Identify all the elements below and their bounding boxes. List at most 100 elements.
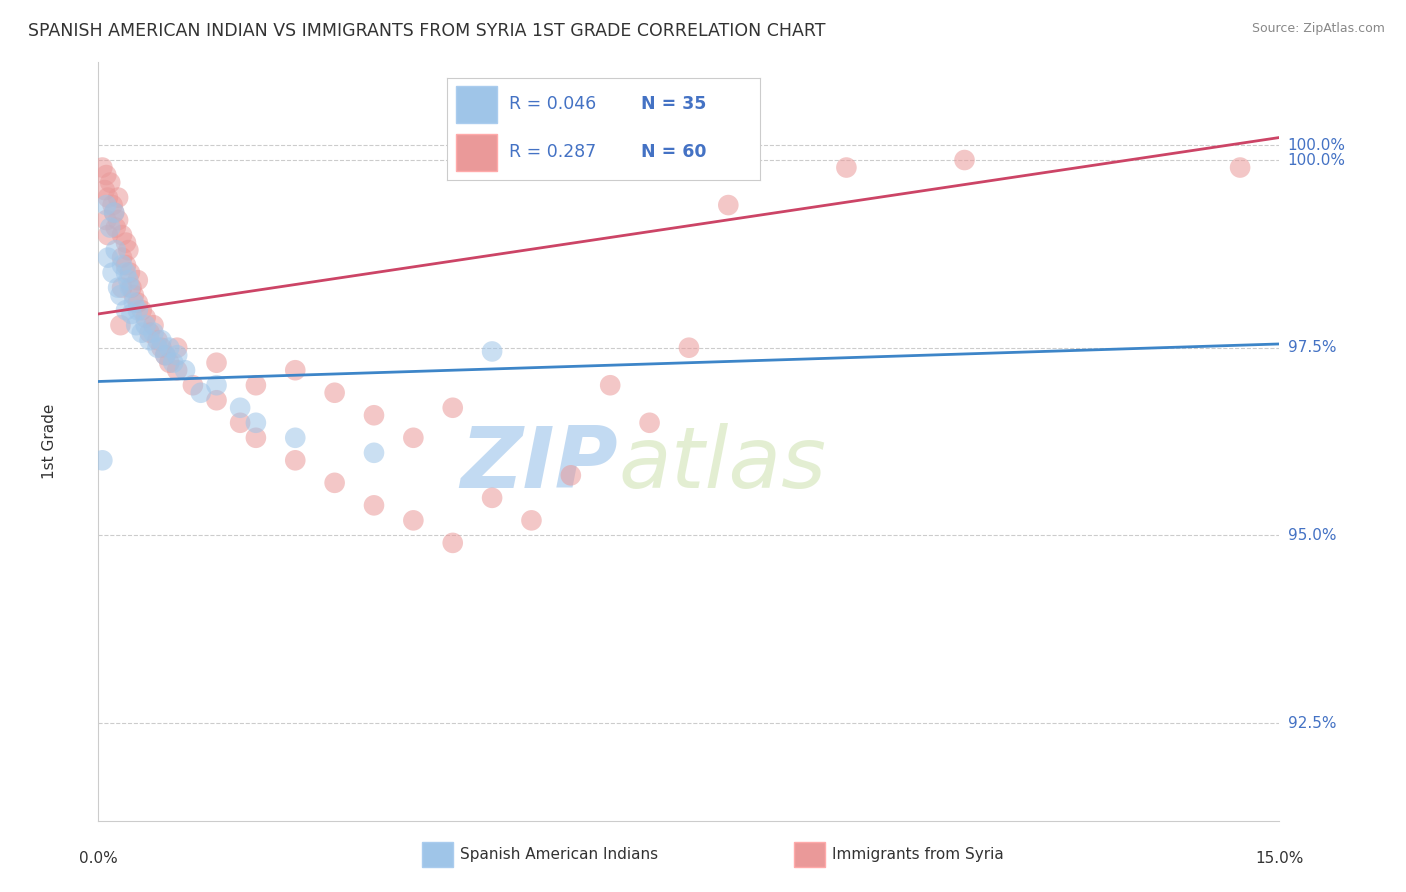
Point (205, 356, 228, 370)
Point (118, 280, 141, 294)
Point (104, 220, 127, 235)
Point (103, 205, 125, 219)
Point (150, 333, 173, 347)
Point (115, 258, 138, 272)
Point (717, 198, 740, 212)
Point (107, 190, 129, 204)
Text: 100.0%: 100.0% (1288, 137, 1346, 153)
Point (142, 326, 165, 340)
Point (245, 378, 267, 392)
Text: 97.5%: 97.5% (1288, 340, 1336, 355)
Point (229, 416, 252, 430)
Point (103, 205, 125, 219)
Point (245, 416, 267, 430)
Point (135, 318, 157, 333)
Text: 0.0%: 0.0% (79, 851, 118, 866)
Point (402, 513, 425, 527)
Point (111, 280, 134, 294)
Point (166, 341, 188, 355)
Point (121, 280, 143, 294)
Point (97, 251, 120, 265)
Point (91, 453, 114, 467)
Point (157, 356, 180, 370)
Point (118, 266, 141, 280)
Point (104, 243, 127, 257)
Point (157, 341, 180, 355)
Point (441, 401, 464, 415)
Point (127, 303, 149, 318)
Point (155, 348, 177, 362)
Text: 100.0%: 100.0% (1288, 153, 1346, 168)
Point (97, 190, 120, 204)
Point (131, 303, 153, 318)
Text: SPANISH AMERICAN INDIAN VS IMMIGRANTS FROM SYRIA 1ST GRADE CORRELATION CHART: SPANISH AMERICAN INDIAN VS IMMIGRANTS FR… (28, 22, 825, 40)
Point (181, 378, 204, 392)
Text: 15.0%: 15.0% (1256, 851, 1303, 866)
Point (96, 198, 118, 212)
Point (245, 431, 267, 445)
Point (115, 235, 138, 250)
Point (953, 153, 976, 167)
Point (284, 363, 307, 377)
Point (155, 348, 177, 362)
Point (146, 341, 169, 355)
Point (638, 416, 661, 430)
Point (481, 344, 503, 359)
Point (402, 431, 425, 445)
Text: 95.0%: 95.0% (1288, 528, 1336, 543)
Point (138, 326, 160, 340)
Point (122, 295, 145, 310)
Point (363, 499, 385, 513)
Point (174, 363, 197, 377)
Point (142, 318, 165, 333)
Point (363, 446, 385, 460)
Point (101, 266, 124, 280)
Point (1229, 161, 1251, 175)
Point (520, 513, 543, 527)
Point (166, 348, 188, 362)
Point (284, 453, 307, 467)
Point (107, 280, 129, 294)
Point (110, 288, 132, 302)
Text: 92.5%: 92.5% (1288, 715, 1336, 731)
Point (115, 266, 138, 280)
Point (117, 273, 139, 287)
Point (111, 251, 134, 265)
Point (93, 183, 115, 197)
Text: atlas: atlas (619, 423, 827, 506)
Point (127, 295, 149, 310)
Point (162, 356, 184, 370)
Point (97, 228, 120, 243)
Point (125, 318, 148, 333)
Point (284, 431, 307, 445)
Text: Source: ZipAtlas.com: Source: ZipAtlas.com (1251, 22, 1385, 36)
Point (122, 288, 145, 302)
Point (229, 401, 252, 415)
Point (190, 385, 212, 400)
Point (111, 228, 134, 243)
Point (117, 243, 139, 257)
Text: Immigrants from Syria: Immigrants from Syria (832, 847, 1004, 862)
Point (127, 273, 149, 287)
Point (166, 363, 188, 377)
Point (835, 161, 858, 175)
Point (560, 468, 582, 483)
Point (205, 393, 228, 408)
Point (98, 220, 121, 235)
Point (115, 303, 138, 318)
Point (150, 341, 173, 355)
Point (441, 536, 464, 550)
Point (138, 333, 160, 347)
Point (323, 475, 346, 490)
Point (110, 318, 132, 333)
Point (363, 409, 385, 423)
Point (101, 198, 124, 212)
Point (146, 333, 169, 347)
Point (111, 258, 134, 272)
Point (91, 161, 114, 175)
Text: ZIP: ZIP (460, 423, 619, 506)
Text: 1st Grade: 1st Grade (42, 404, 58, 479)
Point (135, 310, 157, 325)
Point (98, 176, 121, 190)
Point (131, 326, 153, 340)
